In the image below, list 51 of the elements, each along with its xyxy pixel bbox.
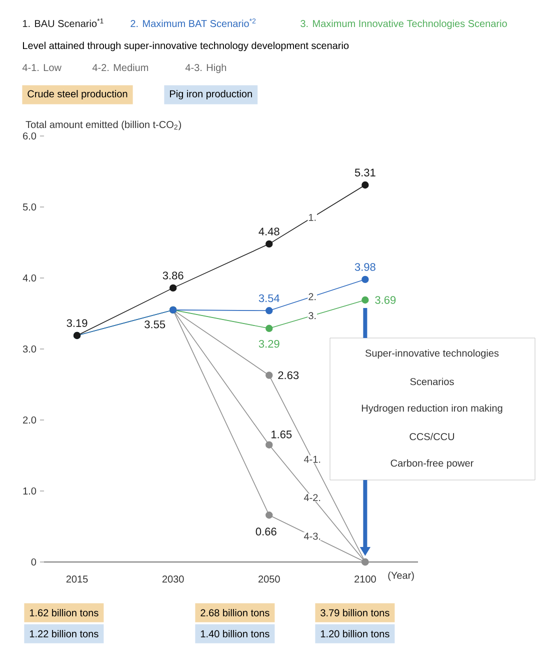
text: 1.40 billion tons xyxy=(200,630,270,638)
text: 4-3. High xyxy=(185,64,226,74)
x-tick-label: 2015 xyxy=(66,576,88,583)
data-label: 5.31 xyxy=(354,168,376,176)
series-label: 3. xyxy=(308,312,316,320)
text: 3.79 billion tons xyxy=(320,609,390,616)
series-label: 4-2. xyxy=(304,494,320,502)
x-axis-title: (Year) xyxy=(388,572,414,581)
y-tick-label: 4.0 xyxy=(22,274,36,282)
y-tick-label: 1.0 xyxy=(23,487,36,495)
data-label: 3.54 xyxy=(258,294,280,302)
annotation: Scenarios xyxy=(410,378,454,386)
y-tick-label: 0 xyxy=(31,558,36,566)
series-label: 1. xyxy=(308,214,316,221)
data-label: 2.63 xyxy=(278,371,299,380)
x-tick-label: 2030 xyxy=(162,576,184,583)
series-label: 2. xyxy=(308,293,316,300)
text: 2. Maximum BAT Scenario$^{*2}$ xyxy=(130,18,256,28)
data-label: 3.29 xyxy=(258,340,280,348)
text: 3. Maximum Innovative Technologies Scenario xyxy=(300,20,507,30)
text: 1.62 billion tons xyxy=(30,609,98,616)
y-tick-label: 3.0 xyxy=(22,345,36,353)
data-label: 3.69 xyxy=(375,296,396,304)
data-label: 3.19 xyxy=(66,319,88,327)
data-label: 4.48 xyxy=(258,228,280,236)
text: Level attained through super-innovative technology development scenario xyxy=(23,42,349,52)
annotation: Hydrogen reduction iron making xyxy=(362,404,502,414)
y-tick-label: 5.0 xyxy=(22,203,36,211)
annotation: CCS/CCU xyxy=(410,432,454,440)
series-label: 4-3. xyxy=(304,532,320,540)
text: 2.68 billion tons xyxy=(200,609,270,616)
series-label: 4-1. xyxy=(304,456,320,463)
data-label: 3.98 xyxy=(354,263,376,271)
text: Crude steel production xyxy=(28,90,128,100)
annotation: Super-innovative technologies xyxy=(365,349,499,359)
x-tick-label: 2050 xyxy=(258,576,280,583)
data-label: 3.55 xyxy=(144,320,166,328)
annotation: Carbon-free power xyxy=(390,459,474,469)
text: 1.20 billion tons xyxy=(320,630,390,638)
text: 1. BAU Scenario$^{*1}$ xyxy=(22,18,104,28)
data-label: 0.66 xyxy=(256,528,276,536)
y-tick-label: 6.0 xyxy=(23,132,36,140)
text: 1.22 billion tons xyxy=(30,630,98,638)
data-label: 3.86 xyxy=(162,272,184,280)
y-axis-title: Total amount emitted (billion t-CO$_{2}$) xyxy=(26,120,182,130)
text: Pig iron production xyxy=(170,90,252,100)
text: 4-1. Low xyxy=(22,64,62,72)
y-tick-label: 2.0 xyxy=(23,416,36,424)
data-label: 1.65 xyxy=(271,430,292,438)
x-tick-label: 2100 xyxy=(354,576,376,583)
text: 4-2. Medium xyxy=(92,64,148,72)
